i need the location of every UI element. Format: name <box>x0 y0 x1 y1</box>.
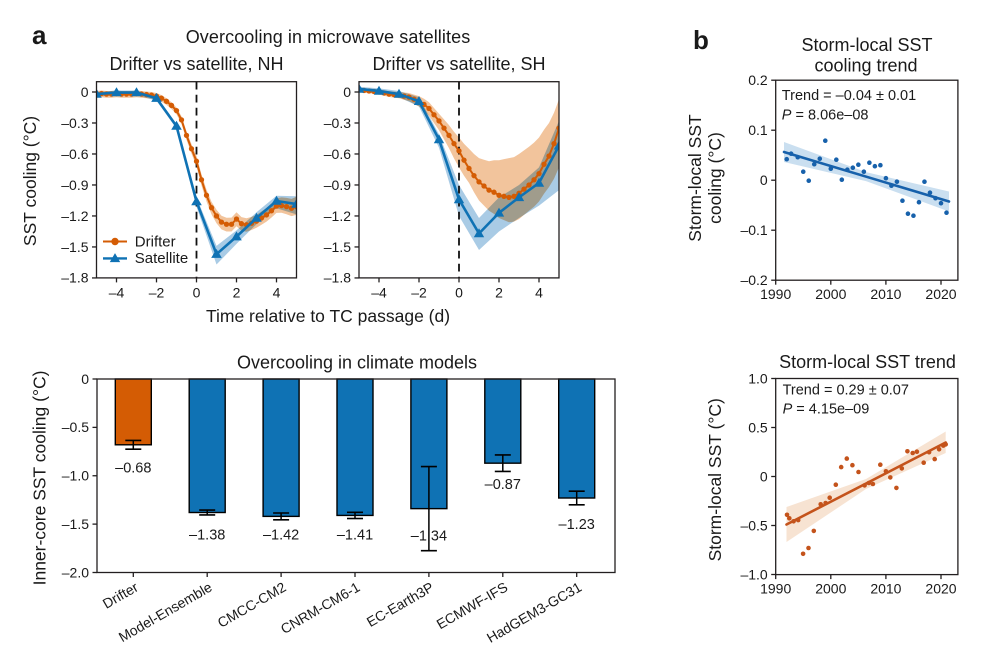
svg-text:–0.2: –0.2 <box>740 272 767 288</box>
svg-text:cooling trend: cooling trend <box>814 56 917 76</box>
svg-text:Drifter vs satellite, SH: Drifter vs satellite, SH <box>372 54 545 74</box>
svg-text:0: 0 <box>343 84 351 100</box>
svg-text:–0.3: –0.3 <box>61 115 88 131</box>
svg-text:0: 0 <box>455 284 463 300</box>
svg-text:–1.23: –1.23 <box>559 517 595 533</box>
svg-text:Storm-local SST: Storm-local SST <box>685 114 705 242</box>
svg-text:Storm-local SST trend: Storm-local SST trend <box>779 352 956 372</box>
svg-text:–1.34: –1.34 <box>411 528 447 544</box>
svg-text:–4: –4 <box>109 284 125 300</box>
svg-text:P = 4.15e–09: P = 4.15e–09 <box>783 402 870 418</box>
svg-text:Trend = 0.29 ± 0.07: Trend = 0.29 ± 0.07 <box>783 383 909 399</box>
svg-text:–0.1: –0.1 <box>740 222 767 238</box>
svg-text:–1.5: –1.5 <box>62 516 89 532</box>
svg-text:0: 0 <box>81 84 89 100</box>
svg-text:–0.9: –0.9 <box>61 177 88 193</box>
svg-text:2020: 2020 <box>925 286 956 302</box>
svg-text:2020: 2020 <box>925 581 956 597</box>
svg-text:2: 2 <box>233 284 241 300</box>
svg-text:–1.38: –1.38 <box>189 527 225 543</box>
svg-text:Overcooling in microwave satel: Overcooling in microwave satellites <box>186 27 471 47</box>
svg-text:–2: –2 <box>149 284 165 300</box>
svg-text:–1.0: –1.0 <box>62 468 89 484</box>
svg-text:–0.9: –0.9 <box>324 177 351 193</box>
svg-text:Drifter: Drifter <box>135 233 176 250</box>
svg-text:Overcooling in climate models: Overcooling in climate models <box>237 353 477 373</box>
svg-text:1990: 1990 <box>760 286 791 302</box>
svg-text:cooling (°C): cooling (°C) <box>705 132 725 224</box>
svg-text:2010: 2010 <box>870 286 901 302</box>
svg-text:Storm-local SST: Storm-local SST <box>801 35 932 55</box>
svg-text:–4: –4 <box>371 284 387 300</box>
svg-text:–0.6: –0.6 <box>324 146 351 162</box>
svg-text:SST cooling (°C): SST cooling (°C) <box>20 116 40 246</box>
svg-text:2010: 2010 <box>870 581 901 597</box>
svg-text:0: 0 <box>760 468 768 484</box>
svg-text:1.0: 1.0 <box>748 370 768 386</box>
svg-text:–0.3: –0.3 <box>324 115 351 131</box>
svg-text:–0.5: –0.5 <box>740 517 767 533</box>
svg-text:a: a <box>32 20 47 50</box>
svg-text:1990: 1990 <box>760 581 791 597</box>
svg-text:0: 0 <box>760 172 768 188</box>
svg-text:–1.5: –1.5 <box>61 239 88 255</box>
svg-text:–0.87: –0.87 <box>485 477 521 493</box>
svg-text:2000: 2000 <box>815 286 846 302</box>
svg-text:–1.5: –1.5 <box>324 239 351 255</box>
svg-text:0: 0 <box>81 371 89 387</box>
svg-text:–2: –2 <box>411 284 427 300</box>
svg-text:–0.6: –0.6 <box>61 146 88 162</box>
svg-text:0: 0 <box>193 284 201 300</box>
svg-text:–1.8: –1.8 <box>61 270 88 286</box>
svg-text:P = 8.06e–08: P = 8.06e–08 <box>782 108 869 124</box>
svg-text:–2.0: –2.0 <box>62 564 89 580</box>
svg-text:4: 4 <box>273 284 281 300</box>
svg-text:–0.68: –0.68 <box>115 460 151 476</box>
svg-text:4: 4 <box>535 284 543 300</box>
svg-text:0.1: 0.1 <box>748 122 768 138</box>
svg-text:2: 2 <box>495 284 503 300</box>
svg-text:–0.5: –0.5 <box>62 419 89 435</box>
svg-text:–1.2: –1.2 <box>324 208 351 224</box>
svg-text:–1.41: –1.41 <box>337 527 373 543</box>
svg-text:Storm-local SST (°C): Storm-local SST (°C) <box>705 398 725 561</box>
svg-text:b: b <box>693 25 709 55</box>
svg-text:0.2: 0.2 <box>748 72 768 88</box>
svg-text:Time relative to TC passage (d: Time relative to TC passage (d) <box>206 306 450 326</box>
svg-text:–1.0: –1.0 <box>740 566 767 582</box>
svg-text:–1.2: –1.2 <box>61 208 88 224</box>
svg-text:2000: 2000 <box>815 581 846 597</box>
svg-text:0.5: 0.5 <box>748 419 768 435</box>
svg-text:–1.8: –1.8 <box>324 270 351 286</box>
svg-text:Trend = –0.04 ± 0.01: Trend = –0.04 ± 0.01 <box>782 88 916 104</box>
svg-text:Satellite: Satellite <box>135 250 188 267</box>
svg-text:Inner-core SST cooling (°C): Inner-core SST cooling (°C) <box>30 371 50 586</box>
svg-text:–1.42: –1.42 <box>263 527 299 543</box>
svg-text:Drifter vs satellite, NH: Drifter vs satellite, NH <box>109 54 283 74</box>
